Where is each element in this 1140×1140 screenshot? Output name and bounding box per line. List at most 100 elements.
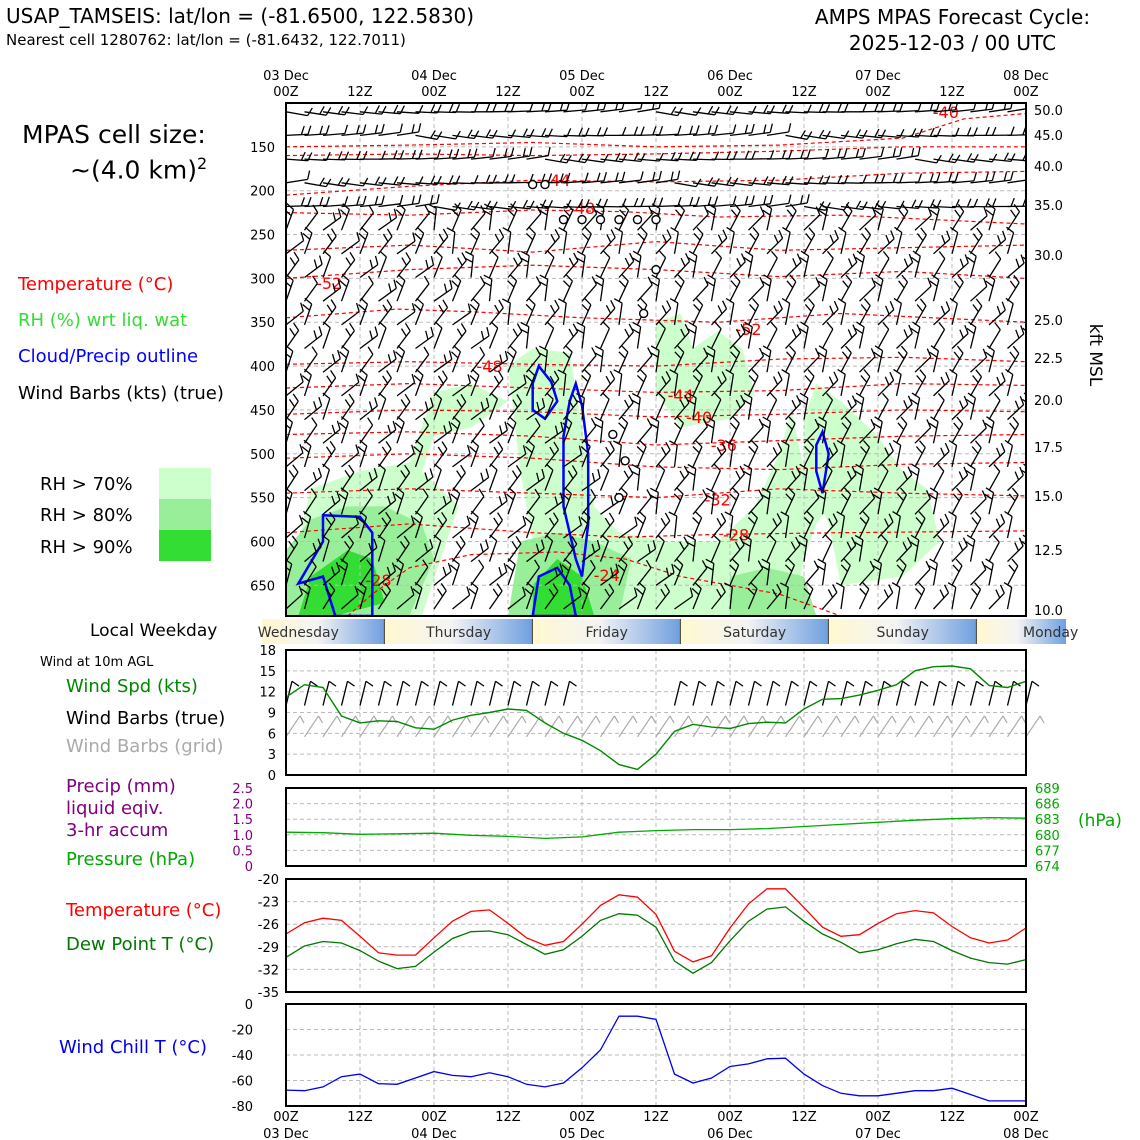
- wind-barb-flag: [378, 321, 387, 329]
- wind-barb-flag: [888, 513, 894, 523]
- wind-barb: [951, 445, 958, 468]
- wind-barb-flag: [954, 103, 959, 111]
- wind-barb: [858, 255, 866, 278]
- wind-barb: [396, 493, 405, 515]
- precip-tick-label: 0.5: [232, 844, 253, 859]
- wind-barb-flag: [761, 487, 771, 494]
- wind-barb: [544, 109, 567, 113]
- wind-barb-flag: [1003, 582, 1013, 588]
- temperature-tick-label: -32: [258, 963, 279, 978]
- wind-barb: [544, 350, 548, 373]
- height-tick-label: 30.0: [1034, 249, 1063, 264]
- wind-barb-flag: [497, 441, 504, 450]
- wind-barb-flag: [566, 172, 571, 182]
- wind-barb-flag: [787, 558, 795, 566]
- wind-barb-flag: [995, 518, 1001, 528]
- wind-barb-flag: [373, 538, 378, 548]
- calm-wind-marker: [558, 214, 569, 225]
- legend-wind-barbs-grid: Wind Barbs (grid): [66, 736, 224, 757]
- wind-barb-flag: [808, 227, 816, 236]
- grid-wind-barb: [988, 715, 1004, 738]
- wind-barb: [748, 497, 764, 515]
- wind-barb: [877, 208, 884, 231]
- wind-barb-flag: [777, 371, 783, 381]
- wind-barb-flag: [470, 581, 479, 589]
- wind-barb: [655, 350, 660, 373]
- top-tick-label: 12Z: [791, 85, 817, 100]
- wind-barb-flag: [548, 588, 555, 597]
- wind-barb-flag: [528, 297, 536, 306]
- wind-barb: [784, 587, 789, 610]
- wind-barb: [729, 281, 741, 302]
- wind-barb-flag: [966, 127, 972, 136]
- wind-barb-flag: [412, 517, 421, 524]
- wind-barb-flag: [362, 195, 367, 205]
- wind-barb: [396, 280, 406, 302]
- wind-barb: [859, 285, 876, 302]
- wind-barb: [858, 376, 871, 397]
- wind-barb-flag: [855, 129, 862, 138]
- wind-barb-flag: [985, 126, 990, 136]
- wind-barb: [988, 350, 995, 373]
- wind-barb: [507, 209, 518, 231]
- wind-barb-flag: [982, 348, 988, 358]
- wind-barb-flag: [791, 329, 797, 338]
- wind-barb: [544, 430, 564, 444]
- wind-barb-flag: [621, 345, 629, 353]
- true-wind-barb: [914, 681, 922, 706]
- wind-barb-flag: [547, 173, 553, 183]
- true-wind-barb: [951, 681, 959, 706]
- wind-barb-flag: [734, 203, 741, 212]
- wind-barb: [785, 544, 801, 563]
- wind-barb-flag: [344, 470, 351, 479]
- wind-barb: [766, 328, 778, 349]
- wind-barb-flag: [553, 441, 560, 450]
- wind-barb-flag: [418, 123, 422, 133]
- wind-barb-flag: [762, 209, 771, 216]
- wind-barb: [840, 403, 857, 421]
- wind-barb-flag: [1019, 466, 1024, 476]
- true-wind-barb-flag: [532, 680, 540, 687]
- wind-barb-flag: [632, 321, 641, 328]
- wind-barb: [414, 304, 425, 326]
- wind-barb-flag: [412, 232, 416, 242]
- top-day-label: 06 Dec: [707, 69, 753, 84]
- rh-70-swatch: [159, 468, 211, 499]
- wind-barb-flag: [805, 232, 813, 241]
- wind-barb-flag: [855, 256, 864, 264]
- temperature-contour-label: -48: [569, 199, 595, 218]
- wind-barb-flag: [424, 472, 429, 482]
- grid-wind-barb-flag: [817, 715, 823, 724]
- wind-barb-flag: [952, 564, 960, 573]
- wind-barb-flag: [892, 173, 898, 183]
- legend-wind: Wind Barbs (kts) (true): [18, 383, 224, 404]
- wind-barb: [655, 492, 659, 515]
- wind-barb-flag: [593, 423, 603, 429]
- temperature-contour: [286, 209, 1026, 225]
- wind-barb-flag: [939, 518, 945, 528]
- wind-barb-flag: [503, 562, 508, 572]
- true-wind-barb-flag: [846, 680, 855, 687]
- wind-barb: [673, 281, 685, 302]
- wind-barb-flag: [300, 588, 309, 595]
- grid-wind-barb-flag: [650, 715, 657, 724]
- height-tick-label: 12.5: [1034, 544, 1063, 559]
- wind-barb: [340, 542, 355, 562]
- wind-barb: [766, 182, 789, 186]
- wind-barb: [914, 205, 937, 209]
- wind-barb-flag: [937, 463, 945, 472]
- wind-barb-flag: [829, 305, 834, 315]
- wind-barb: [470, 476, 489, 492]
- wind-barb-flag: [1005, 297, 1014, 305]
- wind-barb: [303, 232, 313, 255]
- wind-barb-flag: [498, 567, 503, 576]
- wind-barb: [859, 214, 877, 231]
- wind-barb-flag: [670, 226, 679, 233]
- wind-barb: [895, 352, 908, 373]
- wind-barb: [322, 428, 341, 444]
- wind-barb-flag: [729, 564, 737, 572]
- wind-barb: [378, 182, 401, 186]
- wind-barb-flag: [534, 417, 541, 427]
- wind-barb-flag: [562, 351, 570, 359]
- wind-barb-flag: [916, 233, 924, 241]
